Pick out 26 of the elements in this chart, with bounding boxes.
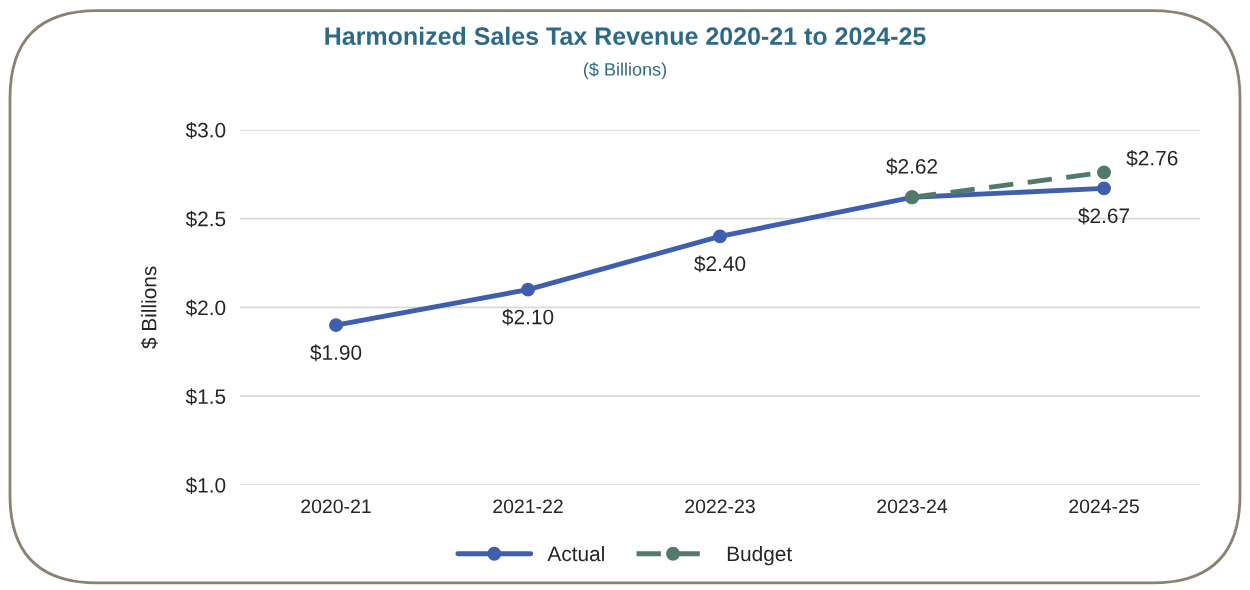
y-tick-label: $2.5 xyxy=(185,210,226,228)
data-label: $1.90 xyxy=(310,344,362,362)
data-label: $2.62 xyxy=(886,158,938,175)
point xyxy=(521,282,535,297)
point xyxy=(713,229,727,244)
legend-label: Budget xyxy=(727,545,793,566)
x-tick-label: 2022-23 xyxy=(685,499,755,514)
x-tick-label: 2020-21 xyxy=(301,499,371,514)
y-tick-label: $3.0 xyxy=(185,121,226,139)
y-tick-label: $2.0 xyxy=(185,299,226,317)
y-axis-title: $ Billions xyxy=(140,266,158,349)
point xyxy=(329,318,343,333)
data-label: $2.10 xyxy=(502,308,554,326)
chart-title: Harmonized Sales Tax Revenue 2020-21 to 2024-25 xyxy=(325,26,926,46)
x-tick-label: 2024-25 xyxy=(1069,499,1139,514)
y-tick-label: $1.0 xyxy=(185,477,226,494)
x-tick-label: 2021-22 xyxy=(493,499,563,514)
data-label: $2.76 xyxy=(1126,149,1178,167)
x-tick-label: 2023-24 xyxy=(877,499,948,514)
data-label: $2.40 xyxy=(694,255,746,273)
y-tick-label: $1.5 xyxy=(185,388,226,406)
legend-label: Actual xyxy=(547,545,604,562)
chart-subtitle: ($ Billions) xyxy=(583,62,667,80)
data-label: $2.67 xyxy=(1078,207,1130,225)
point xyxy=(1097,181,1111,196)
point xyxy=(1097,165,1111,180)
